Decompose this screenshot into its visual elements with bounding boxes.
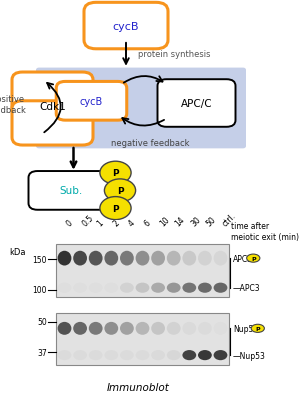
Ellipse shape bbox=[167, 251, 181, 266]
FancyBboxPatch shape bbox=[12, 73, 93, 117]
Text: P: P bbox=[117, 186, 123, 196]
Text: negative feedback: negative feedback bbox=[111, 139, 189, 148]
Text: 4: 4 bbox=[127, 218, 137, 228]
Circle shape bbox=[104, 179, 136, 202]
Text: P: P bbox=[112, 204, 119, 213]
Text: 10: 10 bbox=[158, 215, 171, 228]
Text: 50: 50 bbox=[37, 318, 47, 326]
Text: 150: 150 bbox=[32, 255, 47, 264]
Ellipse shape bbox=[167, 350, 181, 360]
Ellipse shape bbox=[151, 283, 165, 293]
Text: APC/C: APC/C bbox=[181, 99, 212, 109]
Text: 1: 1 bbox=[96, 218, 105, 228]
Circle shape bbox=[251, 324, 264, 333]
Text: 14: 14 bbox=[174, 215, 187, 228]
Text: cycB: cycB bbox=[113, 21, 139, 32]
FancyBboxPatch shape bbox=[56, 245, 229, 297]
Ellipse shape bbox=[167, 283, 181, 293]
Ellipse shape bbox=[167, 322, 181, 335]
Ellipse shape bbox=[104, 251, 118, 266]
Circle shape bbox=[100, 162, 131, 185]
FancyBboxPatch shape bbox=[36, 68, 246, 149]
Text: —Nup53: —Nup53 bbox=[233, 351, 266, 360]
Text: 0: 0 bbox=[64, 218, 74, 228]
Ellipse shape bbox=[151, 322, 165, 335]
Ellipse shape bbox=[182, 350, 196, 360]
Ellipse shape bbox=[136, 251, 149, 266]
Ellipse shape bbox=[198, 350, 212, 360]
Ellipse shape bbox=[198, 251, 212, 266]
Text: kDa: kDa bbox=[9, 247, 26, 256]
Ellipse shape bbox=[89, 322, 103, 335]
Text: Nup53-: Nup53- bbox=[233, 324, 261, 333]
Ellipse shape bbox=[104, 322, 118, 335]
Ellipse shape bbox=[120, 322, 134, 335]
Ellipse shape bbox=[120, 283, 134, 293]
Text: Cdk1: Cdk1 bbox=[39, 102, 66, 112]
Ellipse shape bbox=[151, 251, 165, 266]
Ellipse shape bbox=[182, 283, 196, 293]
Ellipse shape bbox=[182, 251, 196, 266]
Text: 100: 100 bbox=[32, 286, 47, 294]
Ellipse shape bbox=[198, 283, 212, 293]
FancyBboxPatch shape bbox=[28, 172, 113, 210]
Text: 6: 6 bbox=[142, 218, 152, 228]
Text: 0.5: 0.5 bbox=[80, 213, 95, 228]
Ellipse shape bbox=[73, 322, 87, 335]
Text: ctrl.: ctrl. bbox=[220, 211, 238, 228]
Text: P: P bbox=[112, 169, 119, 178]
FancyBboxPatch shape bbox=[84, 3, 168, 50]
FancyBboxPatch shape bbox=[56, 82, 127, 121]
FancyBboxPatch shape bbox=[158, 80, 236, 128]
Text: protein synthesis: protein synthesis bbox=[138, 49, 211, 59]
Text: positive
feedback: positive feedback bbox=[0, 95, 27, 115]
Ellipse shape bbox=[89, 251, 103, 266]
Text: 2: 2 bbox=[111, 218, 121, 228]
Text: 37: 37 bbox=[37, 348, 47, 357]
Ellipse shape bbox=[136, 322, 149, 335]
Ellipse shape bbox=[58, 251, 71, 266]
Text: cycB: cycB bbox=[80, 96, 103, 107]
Ellipse shape bbox=[136, 283, 149, 293]
Text: P: P bbox=[255, 326, 260, 331]
FancyBboxPatch shape bbox=[12, 102, 93, 146]
Text: 30: 30 bbox=[189, 215, 203, 228]
Text: P: P bbox=[251, 256, 256, 261]
Ellipse shape bbox=[120, 251, 134, 266]
Text: Immunoblot: Immunoblot bbox=[106, 382, 170, 392]
Ellipse shape bbox=[73, 251, 87, 266]
Ellipse shape bbox=[214, 350, 227, 360]
Text: —APC3: —APC3 bbox=[233, 284, 260, 292]
Ellipse shape bbox=[214, 283, 227, 293]
Text: APC3-: APC3- bbox=[233, 254, 256, 263]
Text: 50: 50 bbox=[205, 215, 218, 228]
Ellipse shape bbox=[214, 251, 227, 266]
Text: time after
meiotic exit (min): time after meiotic exit (min) bbox=[231, 222, 299, 242]
FancyBboxPatch shape bbox=[56, 313, 229, 365]
Text: Sub.: Sub. bbox=[59, 186, 82, 196]
Circle shape bbox=[247, 254, 260, 262]
Circle shape bbox=[100, 197, 131, 220]
Ellipse shape bbox=[58, 322, 71, 335]
